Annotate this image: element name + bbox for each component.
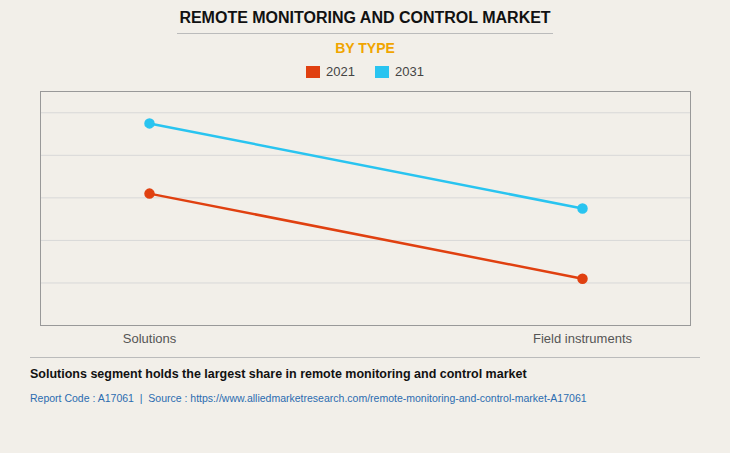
html-text:Solutions segment holds the la: Solutions segment holds the largest shar… bbox=[30, 367, 527, 381]
html-text:Report Code : A17061 | Source: Report Code : A17061 | Source : https://… bbox=[30, 392, 587, 404]
html-text:2021: 2021 bbox=[326, 64, 355, 79]
html-text:REMOTE MONITORING AND CONTROL: REMOTE MONITORING AND CONTROL MARKET bbox=[179, 9, 551, 26]
svg-text:Field instruments: Field instruments bbox=[533, 331, 632, 346]
html-text:BY TYPE: BY TYPE bbox=[335, 40, 395, 56]
svg-text:Solutions: Solutions bbox=[123, 331, 177, 346]
html-text:2031: 2031 bbox=[395, 64, 424, 79]
